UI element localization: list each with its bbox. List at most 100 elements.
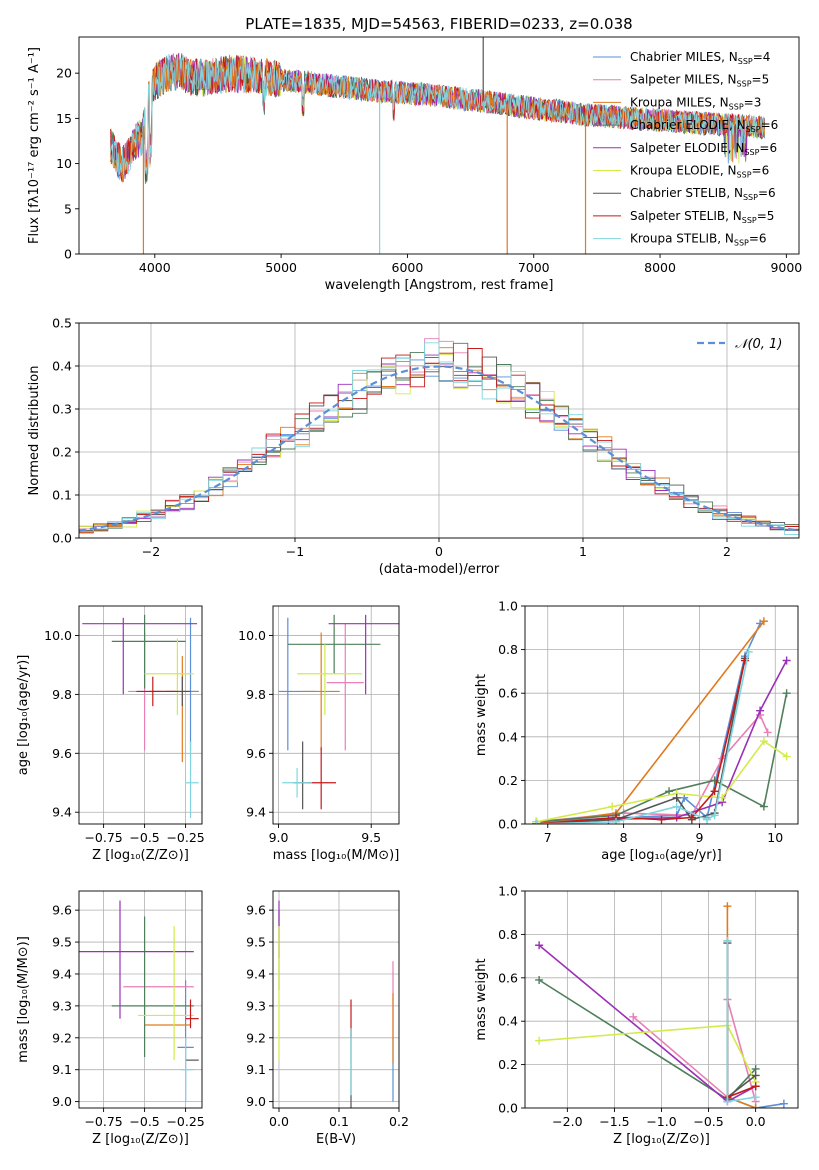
plot-area	[273, 891, 399, 1108]
x-tick-label: 7000	[518, 260, 550, 275]
weight-marker-kroupa-stelib	[672, 802, 681, 811]
x-tick-label: 5000	[265, 260, 297, 275]
y-tick-label: 9.6	[52, 746, 72, 761]
x-tick-label: −1.5	[599, 1114, 629, 1129]
plot-area	[110, 37, 765, 254]
y-tick-label: 9.4	[52, 966, 72, 981]
y-tick-label: 9.3	[246, 998, 266, 1013]
panel-weight_vs_age: 7 8 9 10 0.0 0.2 0.4 0.6 0.8 1.0 age [log₁₀(age/yr…	[474, 599, 799, 863]
legend-subscript: SSP	[746, 125, 761, 134]
weight-marker-salpeter-elodie	[756, 706, 765, 715]
legend-label-chabrier-miles: Chabrier MILES, NSSP=4	[630, 50, 770, 66]
legend-label-salpeter-elodie: Salpeter ELODIE, NSSP=6	[630, 141, 777, 157]
x-tick-label: −0.5	[693, 1114, 723, 1129]
weight-marker-salpeter-elodie	[782, 656, 791, 665]
legend-label-salpeter-miles: Salpeter MILES, NSSP=5	[630, 73, 769, 89]
weight-marker-kroupa-elodie	[782, 752, 791, 761]
y-tick-label: 9.1	[52, 1062, 72, 1077]
panels: Chabrier MILES, NSSP=4 Salpeter MILES, NS…	[16, 36, 802, 1147]
legend-count: =5	[757, 209, 775, 223]
weight-marker-salpeter-stelib	[751, 1082, 760, 1091]
legend-subscript: SSP	[742, 216, 757, 225]
legend-count: =6	[758, 186, 776, 200]
weight-marker-kroupa-miles	[759, 617, 768, 626]
legend-label-kroupa-stelib: Kroupa STELIB, NSSP=6	[630, 232, 767, 248]
axes-frame	[78, 605, 203, 825]
y-tick-label: 10.0	[238, 628, 266, 643]
x-tick-label: 9	[695, 830, 703, 845]
y-tick-label: 9.8	[246, 687, 266, 702]
weight-line-kroupa-elodie	[539, 1024, 757, 1083]
x-tick-label: −0.5	[129, 1114, 159, 1129]
x-tick-label: 0.1	[329, 1114, 349, 1129]
legend-subscript: SSP	[743, 193, 758, 202]
legend-label-salpeter-stelib: Salpeter STELIB, NSSP=5	[630, 209, 774, 225]
legend-label-gaussian: 𝒩(0, 1)	[735, 337, 782, 352]
y-tick-label: 0.8	[498, 642, 518, 657]
legend-subscript: SSP	[734, 239, 749, 248]
weight-marker-salpeter-miles	[763, 728, 772, 737]
legend-label-chabrier-stelib: Chabrier STELIB, NSSP=6	[630, 186, 776, 202]
weight-marker-kroupa-stelib	[710, 811, 719, 820]
weight-line-kroupa-elodie	[536, 740, 788, 823]
weight-marker-chabrier-elodie	[759, 802, 768, 811]
weight-marker-kroupa-stelib	[532, 820, 541, 824]
x-tick-label: −0.5	[129, 830, 159, 845]
y-tick-label: 0	[64, 247, 72, 262]
legend-count: =6	[759, 141, 777, 155]
y-axis-label: mass weight	[474, 674, 489, 756]
y-tick-label: 5	[64, 201, 72, 216]
x-tick-label: −0.75	[84, 1114, 122, 1129]
weight-marker-kroupa-stelib	[723, 936, 732, 945]
y-tick-label: 9.4	[246, 805, 266, 820]
plot-area	[79, 606, 202, 824]
y-tick-label: 0.1	[52, 488, 72, 503]
y-tick-label: 9.8	[52, 687, 72, 702]
x-axis-label: Z [log₁₀(Z/Z⊙)]	[92, 848, 189, 863]
panel-residuals: 𝒩(0, 1) −2 −1 0 1 2 0.0 0.1 0.2 0.3 0.4 0.5 (data-mo…	[27, 316, 800, 577]
x-tick-label: 4000	[139, 260, 171, 275]
spectrum-line-salpeter-stelib	[110, 54, 765, 182]
x-tick-label: −2	[142, 544, 160, 559]
x-tick-label: 9.5	[361, 830, 381, 845]
y-tick-label: 9.0	[52, 1094, 72, 1109]
plot-area	[525, 606, 798, 824]
panel-weight_vs_Z: −2.0 −1.5 −1.0 −0.5 0.0 0.0 0.2 0.4 0.6 0.8 1.0 Z […	[474, 884, 799, 1147]
x-tick-label: 9.0	[269, 830, 289, 845]
legend: 𝒩(0, 1)	[697, 337, 782, 352]
weight-line-kroupa-stelib	[536, 651, 750, 824]
x-tick-label: 2	[723, 544, 731, 559]
weight-marker-kroupa-elodie	[759, 737, 768, 746]
weight-marker-chabrier-stelib	[672, 793, 681, 802]
y-tick-label: 9.0	[246, 1094, 266, 1109]
x-tick-label: 1	[579, 544, 587, 559]
legend: Chabrier MILES, NSSP=4 Salpeter MILES, NS…	[593, 50, 778, 248]
y-tick-label: 10	[56, 156, 72, 171]
weight-marker-kroupa-stelib	[751, 1093, 760, 1102]
y-tick-label: 9.6	[246, 746, 266, 761]
weight-marker-chabrier-miles	[680, 793, 689, 802]
weight-marker-kroupa-stelib	[703, 815, 711, 824]
y-tick-label: 9.5	[246, 935, 266, 950]
weight-line-chabrier-elodie	[536, 693, 788, 823]
gaussian-curve	[79, 365, 799, 532]
weight-marker-kroupa-stelib	[723, 1097, 732, 1106]
y-tick-label: 0.3	[52, 402, 72, 417]
y-tick-label: 0.4	[52, 359, 72, 374]
y-tick-label: 0.5	[52, 316, 72, 331]
x-tick-label: 10	[767, 830, 783, 845]
y-tick-label: 9.1	[246, 1062, 266, 1077]
x-axis-label: Z [log₁₀(Z/Z⊙)]	[92, 1132, 189, 1147]
x-axis-label: (data-model)/error	[379, 562, 500, 577]
plot-area	[79, 891, 202, 1108]
panel-age_vs_mass: 9.0 9.5 9.4 9.6 9.8 10.0 mass [log₁₀(M/M⊙)]	[238, 605, 400, 863]
y-tick-label: 20	[56, 66, 72, 81]
weight-marker-kroupa-miles	[751, 1104, 760, 1108]
axes-frame	[272, 605, 400, 825]
y-tick-label: 0.0	[52, 531, 72, 546]
weight-marker-chabrier-miles	[779, 1099, 788, 1108]
y-tick-label: 1.0	[498, 884, 518, 899]
y-tick-label: 0.6	[498, 970, 518, 985]
legend-label-kroupa-elodie: Kroupa ELODIE, NSSP=6	[630, 164, 769, 180]
